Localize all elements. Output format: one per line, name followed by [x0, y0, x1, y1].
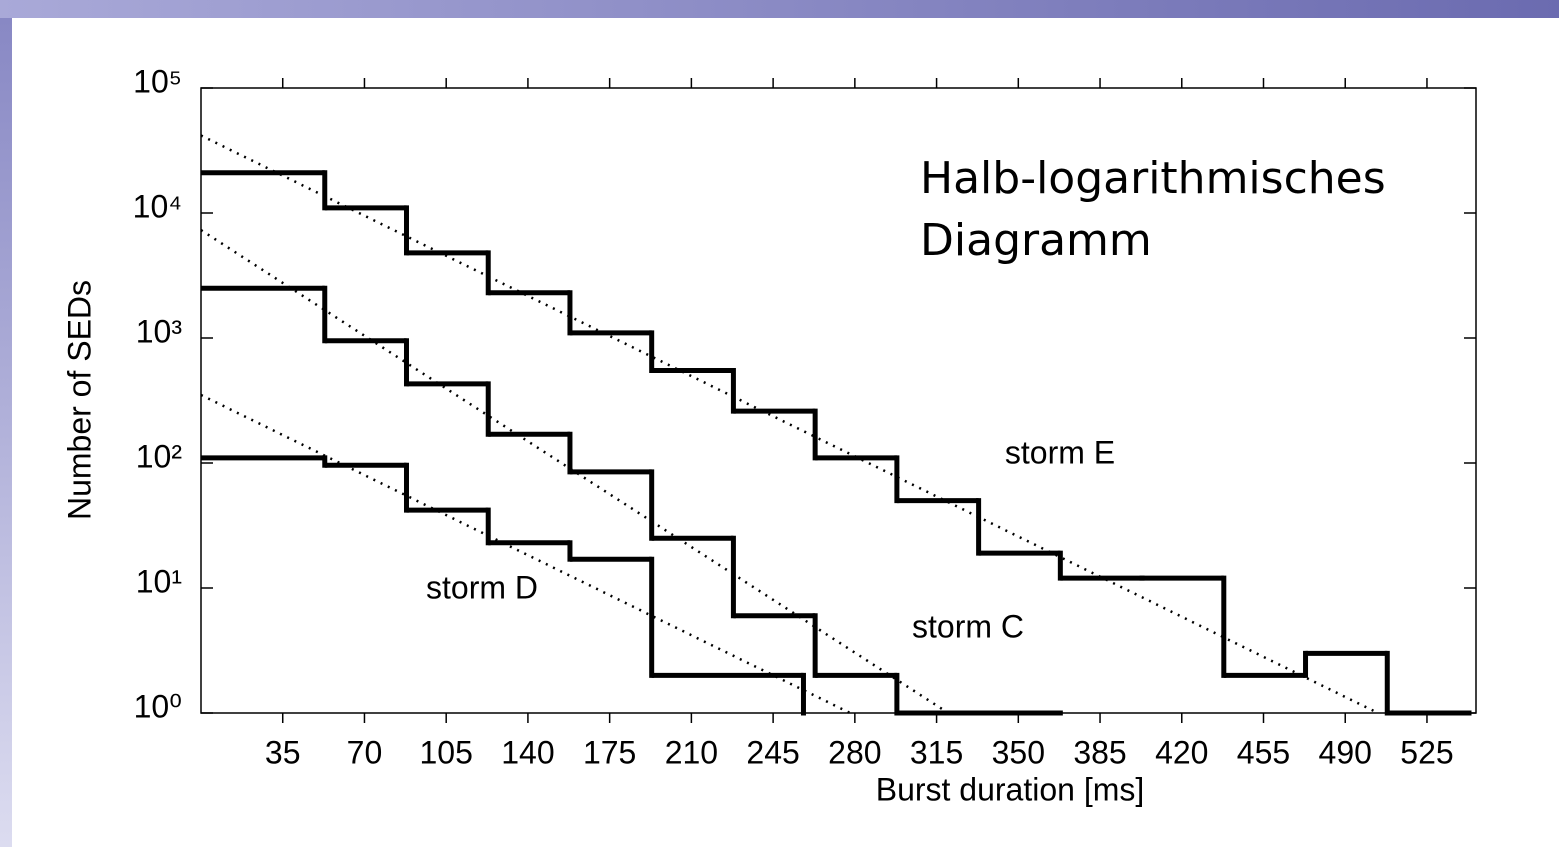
fit-line	[200, 393, 851, 715]
x-tick-label: 210	[665, 734, 718, 770]
x-tick-label: 140	[501, 734, 554, 770]
series-label: storm C	[912, 608, 1024, 644]
x-tick-label: 280	[828, 734, 881, 770]
x-tick-label: 70	[347, 734, 383, 770]
series-label: storm D	[426, 569, 538, 605]
x-tick-label: 420	[1155, 734, 1208, 770]
y-tick-label: 10³	[136, 313, 183, 349]
x-tick-label: 105	[419, 734, 472, 770]
x-axis-label: Burst duration [ms]	[876, 771, 1145, 807]
plot-frame	[200, 87, 1477, 714]
x-tick-label: 175	[583, 734, 636, 770]
x-tick-label: 385	[1073, 734, 1126, 770]
x-tick-label: 35	[265, 734, 301, 770]
y-tick-label: 10⁰	[134, 688, 182, 724]
y-tick-label: 10⁵	[133, 63, 182, 99]
x-tick-label: 315	[910, 734, 963, 770]
header-bar	[0, 0, 1559, 18]
y-tick-label: 10²	[136, 438, 183, 474]
x-tick-label: 350	[992, 734, 1045, 770]
y-tick-label: 10¹	[136, 563, 182, 599]
annotation: Halb-logarithmisches Diagramm	[920, 153, 1386, 266]
y-tick-label: 10⁴	[133, 188, 182, 224]
x-tick-label: 455	[1237, 734, 1290, 770]
x-tick-label: 490	[1319, 734, 1372, 770]
series-label: storm E	[1005, 434, 1115, 470]
side-bar	[0, 18, 12, 847]
y-axis-label: Number of SEDs	[61, 280, 97, 520]
x-tick-label: 525	[1400, 734, 1453, 770]
x-tick-label: 245	[746, 734, 799, 770]
